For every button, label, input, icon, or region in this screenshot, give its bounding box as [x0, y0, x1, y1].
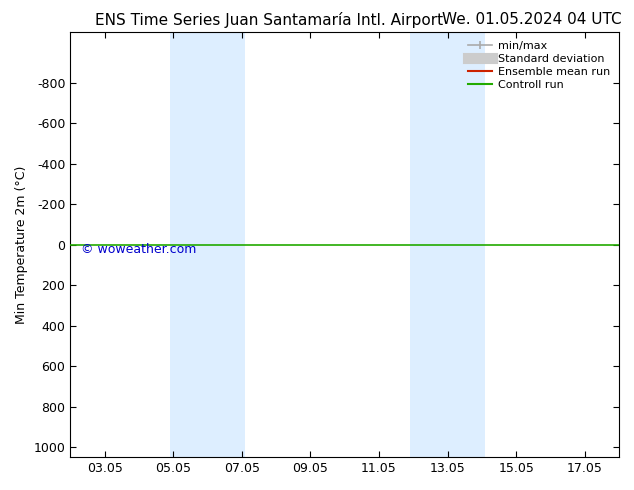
Text: © woweather.com: © woweather.com: [81, 243, 197, 255]
Bar: [410, 32, 485, 457]
Text: We. 01.05.2024 04 UTC: We. 01.05.2024 04 UTC: [442, 12, 621, 27]
Y-axis label: Min Temperature 2m (°C): Min Temperature 2m (°C): [15, 166, 28, 324]
Legend: min/max, Standard deviation, Ensemble mean run, Controll run: min/max, Standard deviation, Ensemble me…: [465, 38, 614, 93]
Text: ENS Time Series Juan Santamaría Intl. Airport: ENS Time Series Juan Santamaría Intl. Ai…: [95, 12, 443, 28]
Bar: [170, 32, 245, 457]
